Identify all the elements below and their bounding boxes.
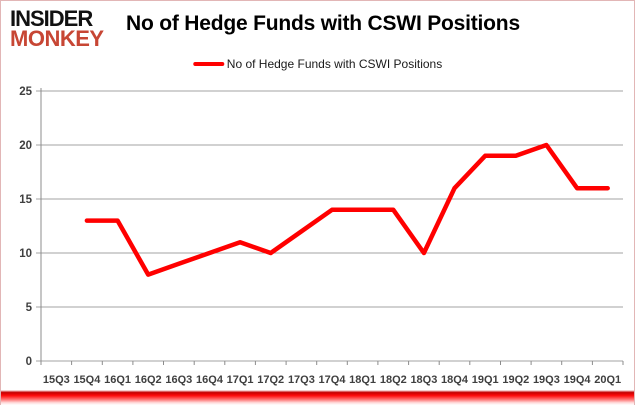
svg-text:10: 10 xyxy=(19,248,32,260)
insider-monkey-logo: INSIDER MONKEY xyxy=(10,6,104,51)
svg-text:15: 15 xyxy=(19,194,32,206)
legend-line-swatch xyxy=(192,62,224,66)
logo-word-insider: INSIDER xyxy=(10,6,93,31)
bottom-red-bar xyxy=(1,388,634,405)
svg-text:18Q3: 18Q3 xyxy=(410,374,437,386)
svg-text:19Q1: 19Q1 xyxy=(472,374,499,386)
svg-text:16Q3: 16Q3 xyxy=(165,374,192,386)
svg-text:19Q2: 19Q2 xyxy=(502,374,529,386)
chart-legend: No of Hedge Funds with CSWI Positions xyxy=(192,57,443,71)
svg-text:19Q4: 19Q4 xyxy=(564,374,592,386)
svg-text:16Q1: 16Q1 xyxy=(104,374,131,386)
svg-text:25: 25 xyxy=(19,86,32,98)
svg-text:18Q1: 18Q1 xyxy=(349,374,376,386)
legend-label: No of Hedge Funds with CSWI Positions xyxy=(226,57,443,71)
svg-text:16Q4: 16Q4 xyxy=(196,374,224,386)
svg-text:20Q1: 20Q1 xyxy=(594,374,621,386)
svg-text:0: 0 xyxy=(26,356,32,368)
svg-text:17Q1: 17Q1 xyxy=(227,374,254,386)
svg-text:17Q2: 17Q2 xyxy=(257,374,284,386)
svg-text:16Q2: 16Q2 xyxy=(135,374,162,386)
svg-text:17Q4: 17Q4 xyxy=(319,374,347,386)
svg-text:18Q2: 18Q2 xyxy=(380,374,407,386)
svg-text:15Q4: 15Q4 xyxy=(73,374,101,386)
svg-text:19Q3: 19Q3 xyxy=(533,374,560,386)
svg-text:20: 20 xyxy=(19,140,32,152)
svg-text:15Q3: 15Q3 xyxy=(43,374,70,386)
svg-text:17Q3: 17Q3 xyxy=(288,374,315,386)
chart-title: No of Hedge Funds with CSWI Positions xyxy=(126,12,520,35)
svg-text:5: 5 xyxy=(26,302,33,314)
svg-text:18Q4: 18Q4 xyxy=(441,374,469,386)
logo-word-monkey: MONKEY xyxy=(10,26,104,51)
